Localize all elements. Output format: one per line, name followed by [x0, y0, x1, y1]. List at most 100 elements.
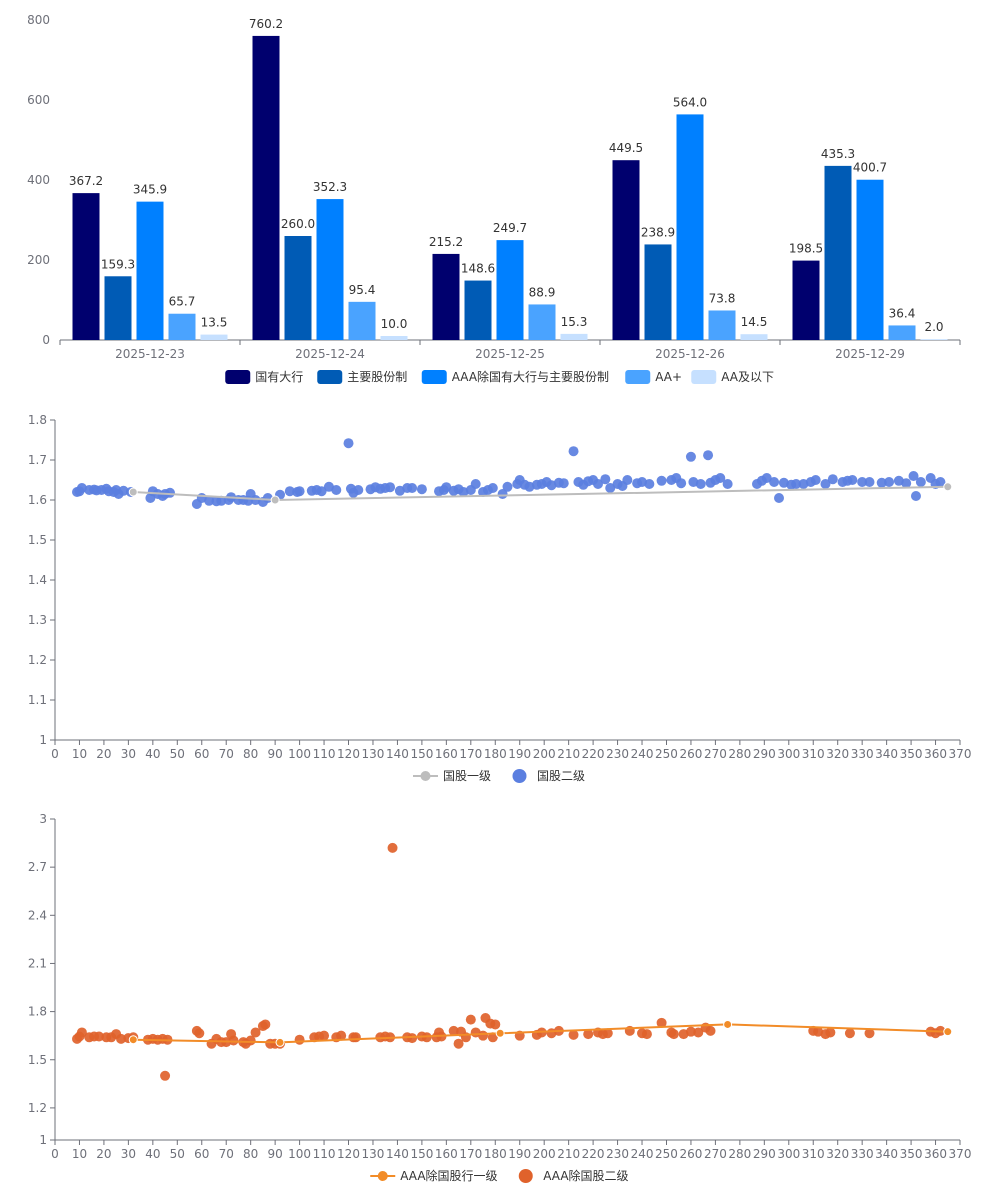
x-tick-label: 230	[606, 1147, 629, 1161]
x-tick-label: 330	[851, 747, 874, 761]
scatter-point	[622, 475, 633, 485]
scatter-point	[453, 1038, 464, 1049]
scatter-point	[487, 1032, 498, 1043]
x-tick-label: 90	[267, 747, 282, 761]
bar-data-label: 95.4	[349, 283, 376, 297]
y-tick-label: 200	[27, 253, 50, 267]
bar	[168, 313, 196, 340]
scatter-point	[331, 485, 342, 495]
bar-data-label: 260.0	[281, 217, 315, 231]
x-tick-label: 280	[728, 747, 751, 761]
bar-data-label: 2.0	[924, 320, 943, 334]
legend-line-marker	[377, 1171, 388, 1181]
x-tick-label: 100	[288, 1147, 311, 1161]
bar-data-label: 15.3	[561, 315, 588, 329]
scatter-point	[668, 1029, 679, 1040]
y-tick-label: 1.6	[28, 493, 47, 507]
y-tick-label: 400	[27, 173, 50, 187]
line-point	[128, 487, 138, 497]
x-tick-label: 370	[949, 1147, 972, 1161]
bar-data-label: 345.9	[133, 183, 167, 197]
scatter-point	[641, 1029, 652, 1040]
x-tick-label: 260	[679, 1147, 702, 1161]
bar-data-label: 435.3	[821, 147, 855, 161]
scatter-point	[194, 1028, 205, 1039]
x-tick-label: 70	[219, 1147, 234, 1161]
x-tick-label: 160	[435, 747, 458, 761]
x-tick-label: 250	[655, 1147, 678, 1161]
bar	[72, 193, 100, 340]
scatter-point	[416, 484, 427, 495]
legend-swatch	[317, 370, 343, 384]
x-tick-label: 100	[288, 747, 311, 761]
x-tick-label: 360	[924, 1147, 947, 1161]
x-tick-label: 130	[362, 747, 385, 761]
scatter-point	[825, 1027, 836, 1038]
scatter-point	[294, 1034, 305, 1045]
bar	[496, 240, 524, 340]
y-tick-label: 1.2	[28, 1101, 47, 1115]
x-tick-label: 320	[826, 747, 849, 761]
legend-label: 国股二级	[537, 769, 585, 783]
x-tick-label: 220	[582, 1147, 605, 1161]
scatter-point	[857, 477, 868, 487]
scatter-point	[407, 483, 418, 493]
bar-data-label: 400.7	[853, 161, 887, 175]
scatter-point	[250, 1027, 261, 1038]
bar-data-label: 14.5	[741, 315, 768, 329]
scatter-point	[864, 477, 875, 487]
x-tick-label: 330	[851, 1147, 874, 1161]
line-point	[943, 482, 953, 492]
line-point	[275, 1037, 285, 1047]
y-tick-label: 2.1	[28, 956, 47, 970]
x-tick-label: 340	[875, 1147, 898, 1161]
legend-label: 主要股份制	[347, 370, 407, 384]
y-tick-label: 2.4	[28, 908, 47, 922]
bar	[560, 333, 588, 340]
x-tick-label: 340	[875, 747, 898, 761]
y-tick-label: 1.4	[28, 573, 47, 587]
x-tick-label: 150	[410, 1147, 433, 1161]
x-tick-label: 270	[704, 747, 727, 761]
legend-label: 国股一级	[443, 769, 491, 783]
legend-label: AA+	[655, 370, 682, 384]
bar	[824, 165, 852, 340]
bar-data-label: 564.0	[673, 95, 707, 109]
bar	[136, 201, 164, 340]
legend-label: AAA除国有大行与主要股份制	[452, 369, 609, 384]
legend-swatch	[691, 370, 717, 384]
scatter-point	[791, 479, 802, 489]
x-tick-label: 2025-12-25	[475, 347, 545, 361]
y-tick-label: 1	[39, 733, 47, 747]
scatter-point	[502, 481, 513, 492]
scatter-point	[216, 495, 227, 506]
scatter-chart-gov-bank: 1 1.1 1.2 1.3 1.4 1.5 1.6 1.7 1.8 0 10 20 30 40 50 60 70…	[28, 413, 971, 783]
x-tick-label: 20	[96, 747, 111, 761]
x-tick-label: 360	[924, 747, 947, 761]
scatter-point	[487, 483, 498, 493]
x-tick-label: 260	[679, 747, 702, 761]
scatter-point	[876, 477, 887, 488]
x-tick-label: 180	[484, 1147, 507, 1161]
x-tick-label: 30	[121, 1147, 136, 1161]
y-tick-label: 1.3	[28, 613, 47, 627]
scatter-point	[336, 1030, 347, 1041]
x-tick-label: 120	[337, 1147, 360, 1161]
scatter-point	[94, 1031, 105, 1042]
scatter-point	[769, 477, 780, 487]
scatter-point	[260, 1019, 271, 1030]
legend-label: AAA除国股二级	[543, 1168, 628, 1183]
x-tick-label: 160	[435, 1147, 458, 1161]
x-tick-label: 280	[728, 1147, 751, 1161]
bar-data-label: 198.5	[789, 242, 823, 256]
scatter-point	[465, 1014, 476, 1025]
y-tick-label: 800	[27, 13, 50, 27]
bar-data-label: 36.4	[889, 306, 916, 320]
scatter-point	[319, 1030, 330, 1041]
bar	[316, 199, 344, 340]
bar	[708, 310, 736, 340]
bar-data-label: 148.6	[461, 262, 495, 276]
bar	[464, 280, 492, 340]
scatter-point	[884, 477, 895, 487]
bar	[612, 160, 640, 340]
